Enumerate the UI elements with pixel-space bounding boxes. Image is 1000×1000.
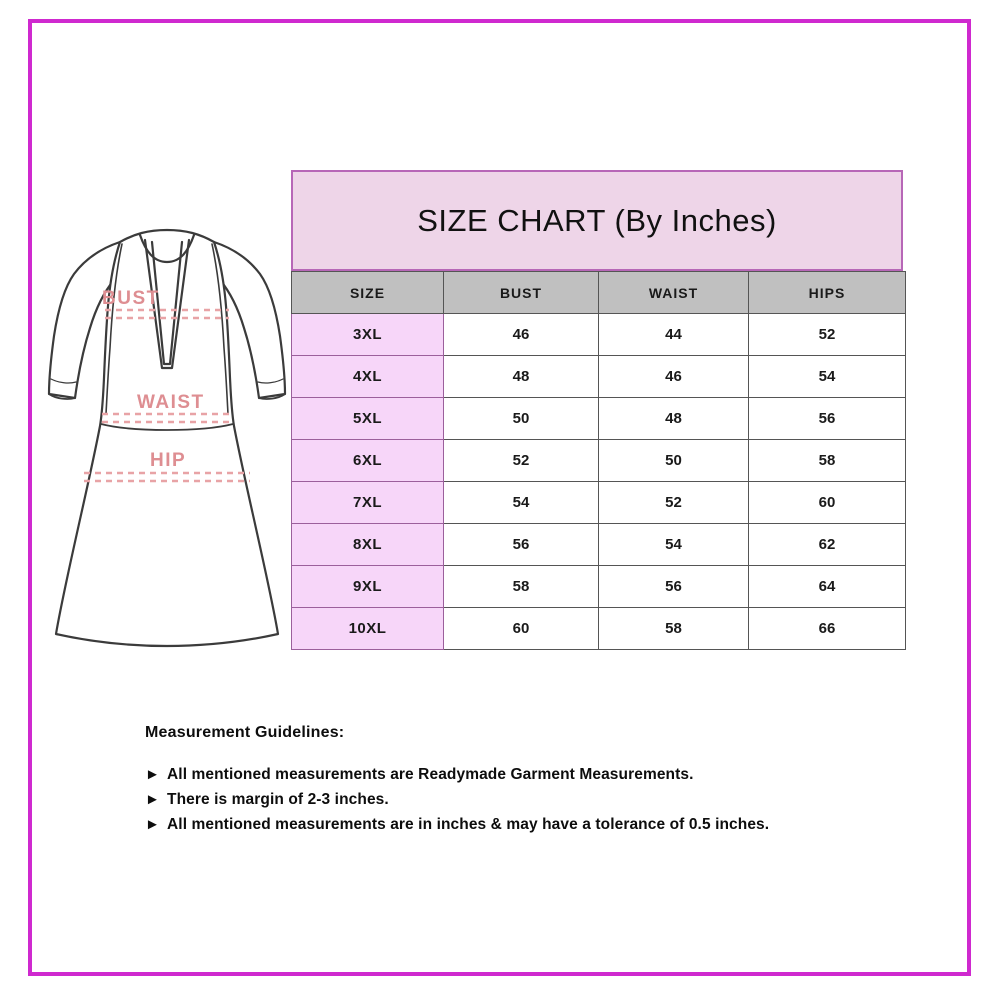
table-row: 8XL 56 54 62	[291, 523, 906, 566]
cell-hips: 58	[748, 439, 906, 482]
cell-size: 3XL	[291, 313, 444, 356]
cell-waist: 52	[598, 481, 749, 524]
size-chart-title-banner: SIZE CHART (By Inches)	[291, 170, 903, 271]
list-item: ► All mentioned measurements are Readyma…	[145, 762, 905, 787]
cell-waist: 44	[598, 313, 749, 356]
waist-label: WAIST	[137, 392, 205, 413]
cell-hips: 52	[748, 313, 906, 356]
cell-size: 9XL	[291, 565, 444, 608]
cell-bust: 54	[443, 481, 599, 524]
table-row: 10XL 60 58 66	[291, 607, 906, 650]
measurement-guidelines: Measurement Guidelines: ► All mentioned …	[145, 724, 905, 837]
cell-bust: 48	[443, 355, 599, 398]
cell-size: 7XL	[291, 481, 444, 524]
cell-waist: 48	[598, 397, 749, 440]
cell-waist: 50	[598, 439, 749, 482]
cell-hips: 56	[748, 397, 906, 440]
cell-hips: 66	[748, 607, 906, 650]
table-row: 3XL 46 44 52	[291, 313, 906, 356]
table-row: 5XL 50 48 56	[291, 397, 906, 440]
cell-waist: 54	[598, 523, 749, 566]
column-header-bust: BUST	[443, 271, 599, 314]
hip-label: HIP	[150, 450, 186, 471]
cell-bust: 50	[443, 397, 599, 440]
page-title: SIZE CHART (By Inches)	[417, 202, 777, 238]
table-header-row: SIZE BUST WAIST HIPS	[291, 271, 906, 314]
cell-size: 4XL	[291, 355, 444, 398]
list-item: ► All mentioned measurements are in inch…	[145, 812, 905, 837]
column-header-hips: HIPS	[748, 271, 906, 314]
guideline-text: All mentioned measurements are in inches…	[167, 816, 770, 833]
table-row: 6XL 52 50 58	[291, 439, 906, 482]
column-header-waist: WAIST	[598, 271, 749, 314]
cell-size: 5XL	[291, 397, 444, 440]
cell-waist: 46	[598, 355, 749, 398]
triangle-bullet-icon: ►	[145, 816, 160, 833]
garment-illustration: BUST WAIST HIP	[42, 218, 292, 658]
cell-size: 8XL	[291, 523, 444, 566]
table-row: 9XL 58 56 64	[291, 565, 906, 608]
cell-bust: 60	[443, 607, 599, 650]
cell-hips: 62	[748, 523, 906, 566]
size-chart-table: SIZE BUST WAIST HIPS 3XL 46 44 52 4XL 48…	[291, 271, 906, 650]
cell-size: 10XL	[291, 607, 444, 650]
triangle-bullet-icon: ►	[145, 791, 160, 808]
cell-bust: 46	[443, 313, 599, 356]
cell-bust: 58	[443, 565, 599, 608]
cell-hips: 60	[748, 481, 906, 524]
guidelines-list: ► All mentioned measurements are Readyma…	[145, 762, 905, 837]
cell-size: 6XL	[291, 439, 444, 482]
triangle-bullet-icon: ►	[145, 766, 160, 783]
cell-bust: 56	[443, 523, 599, 566]
decorative-border-frame	[28, 19, 971, 976]
bust-label: BUST	[102, 288, 160, 309]
cell-hips: 54	[748, 355, 906, 398]
table-row: 4XL 48 46 54	[291, 355, 906, 398]
cell-waist: 56	[598, 565, 749, 608]
guideline-text: There is margin of 2-3 inches.	[167, 791, 389, 808]
cell-bust: 52	[443, 439, 599, 482]
cell-waist: 58	[598, 607, 749, 650]
list-item: ► There is margin of 2-3 inches.	[145, 787, 905, 812]
guideline-text: All mentioned measurements are Readymade…	[167, 766, 694, 783]
table-row: 7XL 54 52 60	[291, 481, 906, 524]
size-chart-block: SIZE CHART (By Inches) SIZE BUST WAIST H…	[291, 170, 906, 650]
guidelines-heading: Measurement Guidelines:	[145, 724, 345, 741]
cell-hips: 64	[748, 565, 906, 608]
column-header-size: SIZE	[291, 271, 444, 314]
